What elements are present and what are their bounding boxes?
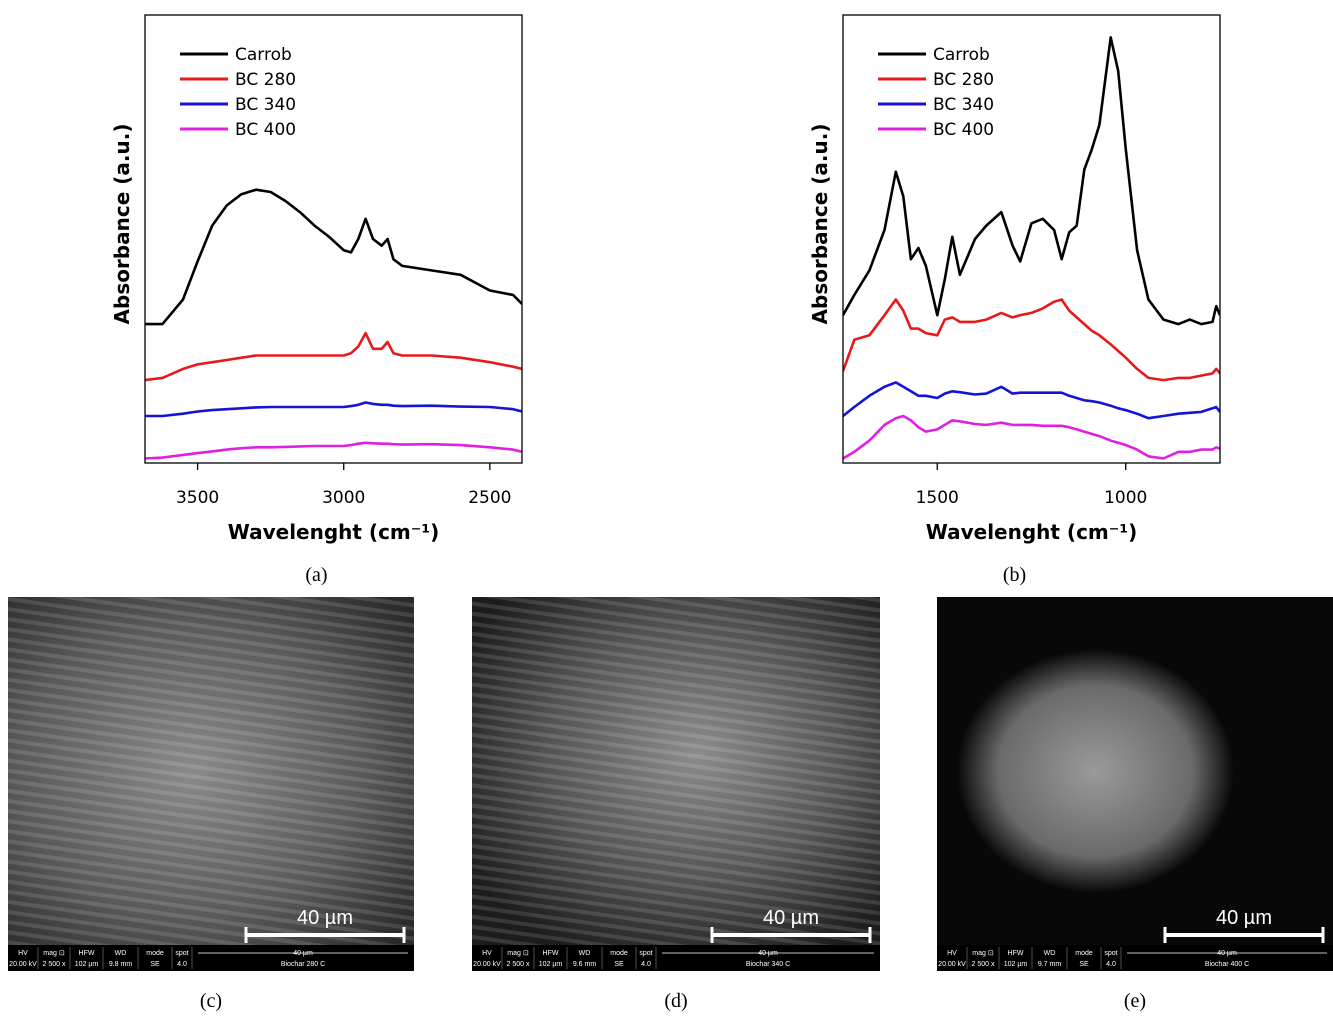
info-header: spot (1104, 950, 1117, 957)
info-header: mode (1075, 950, 1093, 957)
panel-label: (c) (200, 990, 222, 1012)
series-line (145, 401, 522, 418)
series-line (145, 331, 522, 382)
info-value: 9.7 mm (1038, 961, 1062, 968)
info-sample: Biochar 340 C (746, 961, 790, 968)
x-axis-label: Wavelenght (cm⁻¹) (926, 520, 1137, 544)
x-axis-label: Wavelenght (cm⁻¹) (228, 520, 439, 544)
info-value: SE (150, 961, 160, 968)
info-bar (937, 945, 1333, 971)
info-value: 20.00 kV (938, 961, 966, 968)
series-line (843, 381, 1220, 420)
plot-frame (144, 14, 523, 464)
scale-label: 40 µm (1216, 907, 1272, 929)
series-line (843, 36, 1220, 326)
info-value: 4.0 (641, 961, 651, 968)
info-value: 2 500 x (43, 961, 66, 968)
info-value: 102 µm (539, 961, 563, 968)
info-header: mag ⊡ (43, 950, 65, 957)
info-value: SE (1079, 961, 1089, 968)
sem-image (937, 597, 1333, 945)
legend-label: BC 340 (235, 95, 296, 115)
panel-label: (d) (664, 990, 687, 1012)
x-tick-label: 3500 (176, 488, 219, 508)
y-axis-label: Absorbance (a.u.) (110, 124, 134, 325)
info-value: SE (614, 961, 624, 968)
info-header: HV (482, 950, 492, 957)
info-value: 20.00 kV (9, 961, 37, 968)
plot-frame (842, 14, 1221, 464)
sem-texture (472, 597, 880, 945)
x-tick-label: 1500 (916, 488, 959, 508)
legend-label: BC 400 (933, 120, 994, 140)
x-tick-label: 3000 (322, 488, 365, 508)
x-tick-label: 1000 (1104, 488, 1147, 508)
info-value: 9.8 mm (109, 961, 133, 968)
info-header: mag ⊡ (972, 950, 994, 957)
info-header: mag ⊡ (507, 950, 529, 957)
info-scale: 40 µm (758, 950, 778, 957)
series-line (145, 441, 522, 460)
info-header: HFW (543, 950, 559, 957)
info-header: mode (146, 950, 164, 957)
info-value: 20.00 kV (473, 961, 501, 968)
info-bar (8, 945, 414, 971)
legend-label: BC 340 (933, 95, 994, 115)
info-value: 102 µm (1004, 961, 1028, 968)
panel-label: (e) (1124, 990, 1146, 1012)
panel-label: (a) (305, 564, 327, 586)
info-header: mode (610, 950, 628, 957)
scale-label: 40 µm (763, 907, 819, 929)
scale-label: 40 µm (297, 907, 353, 929)
legend-label: BC 280 (235, 70, 296, 90)
info-sample: Biochar 280 C (281, 961, 325, 968)
sem-texture (8, 597, 414, 945)
series-line (843, 414, 1220, 460)
info-header: HV (18, 950, 28, 957)
info-header: spot (175, 950, 188, 957)
info-header: HV (947, 950, 957, 957)
info-header: HFW (79, 950, 95, 957)
info-bar (472, 945, 880, 971)
info-scale: 40 µm (293, 950, 313, 957)
legend-label: Carrob (235, 45, 292, 65)
info-value: 4.0 (177, 961, 187, 968)
info-header: spot (639, 950, 652, 957)
series-line (145, 188, 522, 326)
info-header: WD (1044, 950, 1056, 957)
info-value: 4.0 (1106, 961, 1116, 968)
y-axis-label: Absorbance (a.u.) (808, 124, 832, 325)
info-header: HFW (1008, 950, 1024, 957)
info-value: 2 500 x (972, 961, 995, 968)
info-scale: 40 µm (1217, 950, 1237, 957)
x-tick-label: 2500 (468, 488, 511, 508)
info-header: WD (579, 950, 591, 957)
legend-label: BC 400 (235, 120, 296, 140)
legend-label: Carrob (933, 45, 990, 65)
info-value: 2 500 x (507, 961, 530, 968)
info-value: 102 µm (75, 961, 99, 968)
info-value: 9.6 mm (573, 961, 597, 968)
info-header: WD (115, 950, 127, 957)
panel-label: (b) (1003, 564, 1026, 586)
series-line (843, 298, 1220, 382)
info-sample: Biochar 400 C (1205, 961, 1249, 968)
legend-label: BC 280 (933, 70, 994, 90)
